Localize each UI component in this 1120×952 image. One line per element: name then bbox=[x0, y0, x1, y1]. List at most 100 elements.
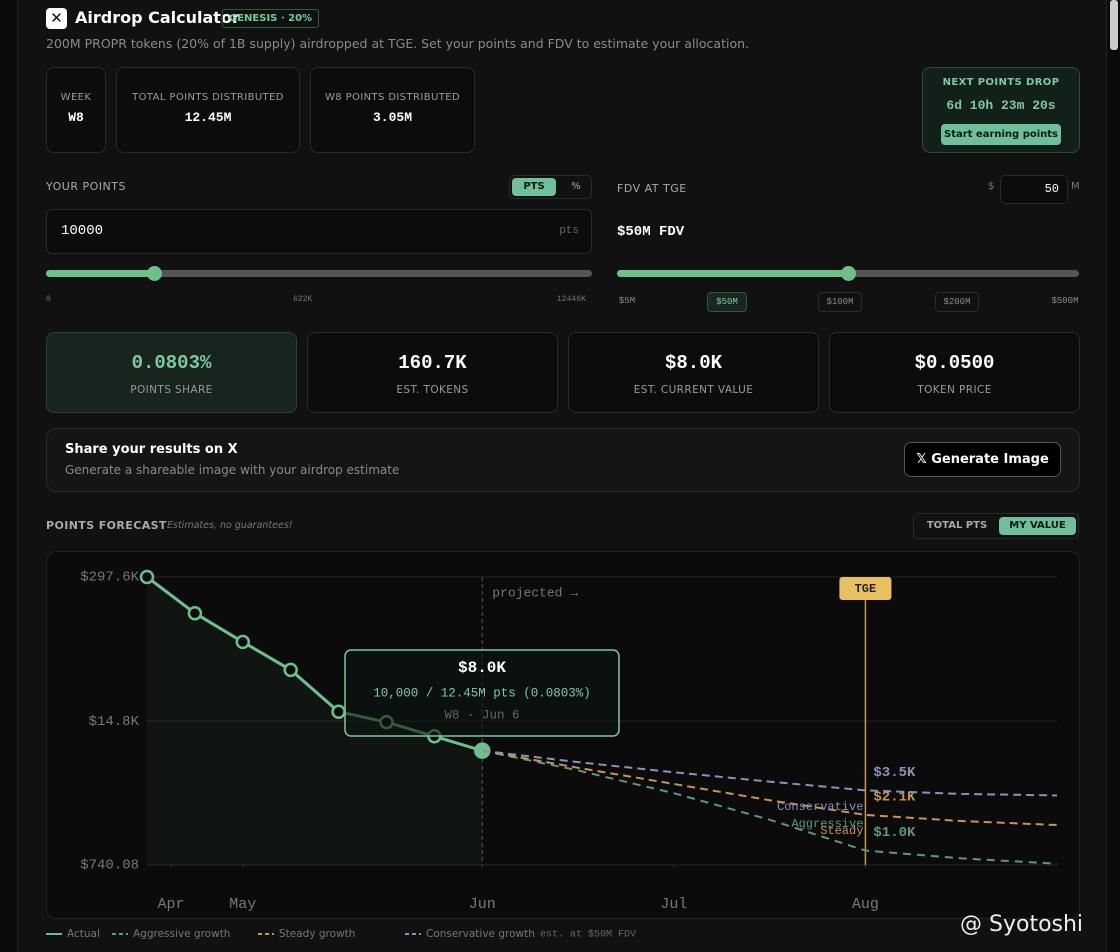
series-label: Conservative bbox=[777, 800, 863, 814]
fdv-slider[interactable] bbox=[617, 266, 1079, 281]
fdv-preset[interactable]: $50M bbox=[707, 292, 747, 312]
toggle-percent[interactable]: % bbox=[571, 181, 581, 192]
fdv-label: FDV AT TGE bbox=[617, 182, 687, 195]
fdv-input[interactable]: 50 bbox=[1000, 175, 1068, 204]
stat-label: TOTAL POINTS DISTRIBUTED bbox=[132, 92, 284, 103]
slider-tick: 622K bbox=[293, 295, 313, 304]
next-drop-label: NEXT POINTS DROP bbox=[942, 77, 1060, 88]
forecast-title: POINTS FORECAST bbox=[46, 519, 167, 532]
tooltip-date: W8 · Jun 6 bbox=[444, 708, 519, 722]
tooltip-value: $8.0K bbox=[458, 659, 506, 677]
data-layer: Aggressive $1.0K Steady $2.1K Conservative $3… bbox=[139, 569, 1058, 865]
stat-card: TOTAL POINTS DISTRIBUTED 12.45M bbox=[116, 67, 300, 153]
projection-line bbox=[482, 749, 1058, 827]
generate-button[interactable]: 𝕏 Generate Image bbox=[904, 442, 1061, 477]
result-label: EST. TOKENS bbox=[396, 384, 469, 396]
forecast-note: Estimates, no guarantees! bbox=[167, 520, 293, 531]
result-label: POINTS SHARE bbox=[130, 384, 213, 396]
start-button[interactable]: Start earning points bbox=[941, 124, 1061, 145]
scrollbar[interactable] bbox=[1110, 0, 1118, 50]
slider-tick: 0 bbox=[46, 295, 51, 304]
fdv-currency: $ bbox=[988, 181, 995, 192]
generate-label: Generate Image bbox=[931, 452, 1049, 467]
points-slider[interactable] bbox=[46, 266, 592, 281]
points-label: YOUR POINTS bbox=[46, 180, 126, 193]
toggle-value[interactable]: MY VALUE bbox=[999, 517, 1076, 535]
tge-value-label: $1.0K bbox=[873, 825, 916, 841]
result-card: $0.0500 TOKEN PRICE bbox=[829, 332, 1080, 413]
result-label: TOKEN PRICE bbox=[917, 384, 992, 396]
slider-handle[interactable] bbox=[841, 266, 856, 281]
next-drop: NEXT POINTS DROP 6d 10h 23m 20s Start ea… bbox=[922, 67, 1080, 153]
stat-value: W8 bbox=[68, 110, 84, 125]
tooltip-layer: $8.0K 10,000 / 12.45M pts (0.0803%) W8 · J… bbox=[344, 649, 620, 737]
toggle-pts[interactable]: PTS bbox=[512, 178, 556, 196]
projection-line bbox=[482, 749, 1058, 865]
legend-note: est. at $50M FDV bbox=[540, 929, 636, 941]
stat-value: 12.45M bbox=[184, 110, 232, 125]
fdv-preset[interactable]: $100M bbox=[818, 292, 862, 312]
fdv-preset[interactable]: $5M bbox=[618, 296, 636, 306]
result-card: 0.0803% POINTS SHARE bbox=[46, 332, 297, 413]
x-tick-label: Apr bbox=[157, 896, 184, 913]
toggle-total[interactable]: TOTAL PTS bbox=[926, 520, 988, 531]
unit-toggle: PTS % bbox=[509, 175, 592, 199]
result-value: $8.0K bbox=[664, 352, 722, 374]
legend-label: Actual bbox=[67, 928, 100, 940]
legend-label: Conservative growth bbox=[426, 928, 535, 940]
tge-value-label: $2.1K bbox=[873, 790, 916, 806]
actual-point bbox=[139, 569, 155, 585]
tge-badge bbox=[839, 577, 892, 600]
x-icon: 𝕏 bbox=[916, 452, 932, 467]
stat-label: WEEK bbox=[60, 92, 92, 103]
y-tick-label: $297.6K bbox=[80, 570, 139, 586]
result-card: 160.7K EST. TOKENS bbox=[307, 332, 558, 413]
logo: ✕ bbox=[46, 8, 67, 29]
subtitle: 200M PROPR tokens (20% of 1B supply) air… bbox=[46, 36, 750, 51]
stat-card: W8 POINTS DISTRIBUTED 3.05M bbox=[310, 67, 475, 153]
actual-point bbox=[187, 605, 203, 621]
stat-card: WEEK W8 bbox=[46, 67, 106, 153]
fdv-preset[interactable]: $500M bbox=[1051, 296, 1079, 306]
points-input[interactable]: 10000 pts bbox=[46, 209, 592, 254]
slider-tick: 12446K bbox=[557, 295, 586, 304]
actual-point bbox=[235, 634, 251, 650]
tooltip-detail: 10,000 / 12.45M pts (0.0803%) bbox=[373, 686, 591, 700]
share-subtitle: Generate a shareable image with your air… bbox=[65, 463, 400, 477]
forecast-toggle: TOTAL PTS MY VALUE bbox=[913, 513, 1079, 539]
slider-fill bbox=[46, 270, 156, 277]
result-value: $0.0500 bbox=[914, 352, 995, 374]
projected-label: projected → bbox=[492, 585, 578, 600]
fdv-display: $50M FDV bbox=[617, 224, 685, 240]
slider-handle[interactable] bbox=[147, 266, 162, 281]
actual-point bbox=[331, 704, 346, 719]
legend-label: Steady growth bbox=[279, 928, 355, 940]
series-label: Aggressive bbox=[791, 817, 863, 831]
y-tick-label: $740.08 bbox=[80, 858, 139, 874]
legend-label: Aggressive growth bbox=[133, 928, 230, 940]
x-tick-label: Jun bbox=[469, 896, 496, 913]
share-title: Share your results on X bbox=[65, 442, 238, 457]
x-tick-label: May bbox=[229, 896, 256, 913]
actual-point bbox=[283, 662, 298, 678]
actual-area bbox=[147, 577, 483, 865]
fdv-preset[interactable]: $200M bbox=[935, 292, 979, 312]
share-box: Share your results on X Generate a share… bbox=[46, 428, 1080, 492]
title: Airdrop Calculator bbox=[75, 8, 240, 27]
projection-line bbox=[482, 749, 1058, 797]
countdown: 6d 10h 23m 20s bbox=[946, 98, 1056, 113]
result-card: $8.0K EST. CURRENT VALUE bbox=[568, 332, 819, 413]
watermark: @ Syotoshi bbox=[960, 912, 1084, 937]
slider-fill bbox=[617, 270, 848, 277]
tge-label: TGE bbox=[855, 582, 877, 596]
fdv-value: 50 bbox=[1044, 182, 1059, 196]
x-tick-label: Aug bbox=[852, 896, 879, 913]
points-unit: pts bbox=[559, 225, 579, 237]
result-value: 0.0803% bbox=[131, 352, 212, 374]
fdv-unit: M bbox=[1071, 181, 1080, 192]
badge: GENESIS · 20% bbox=[222, 9, 320, 28]
stat-label: W8 POINTS DISTRIBUTED bbox=[324, 92, 461, 103]
result-label: EST. CURRENT VALUE bbox=[633, 384, 754, 396]
